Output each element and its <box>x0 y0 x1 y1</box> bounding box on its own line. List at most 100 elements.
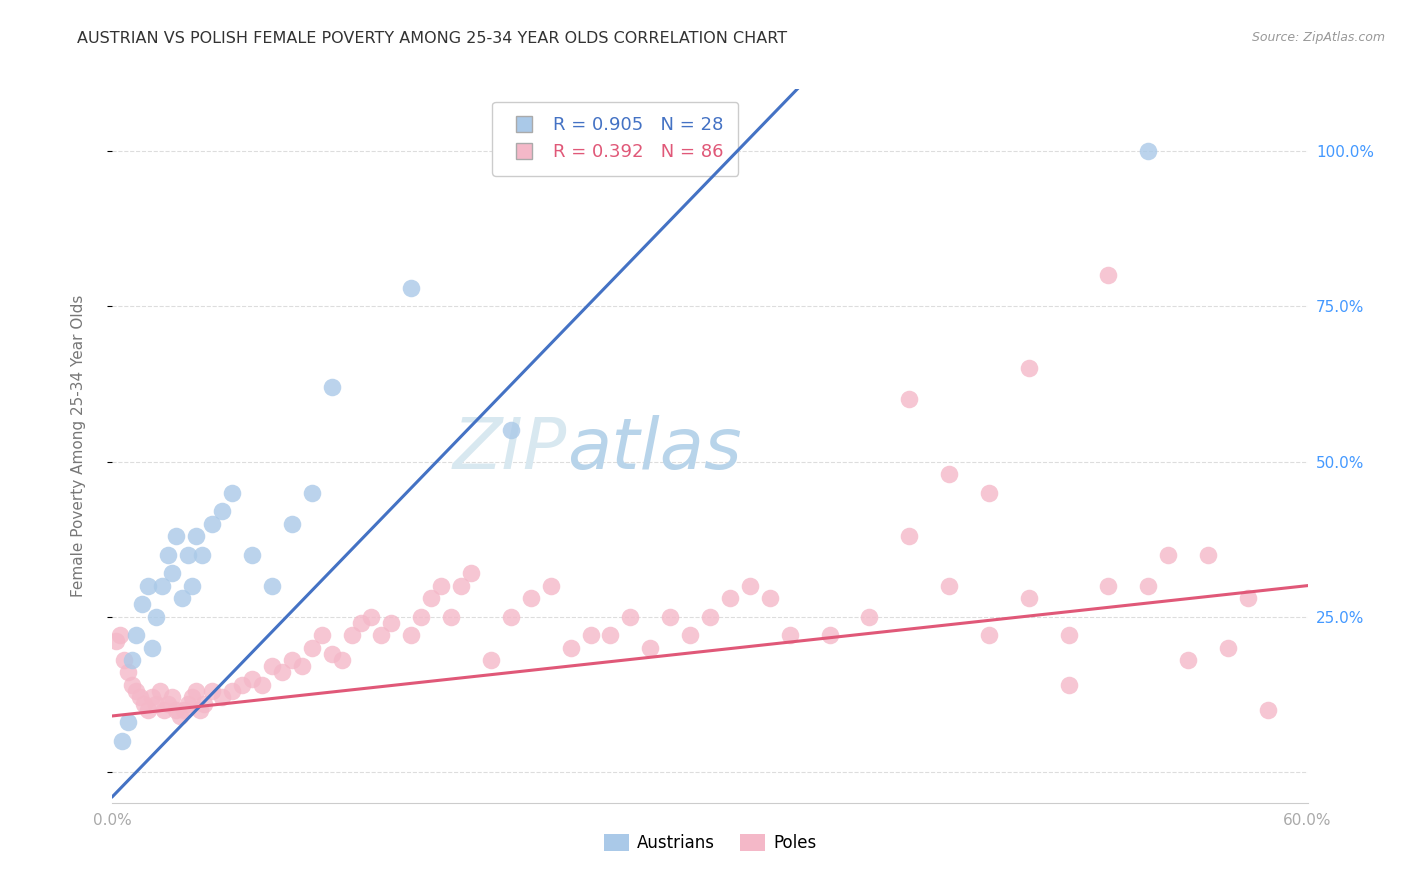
Point <box>401 628 423 642</box>
Point <box>599 628 621 642</box>
Point <box>270 665 292 680</box>
Point <box>1097 268 1119 283</box>
Point <box>659 609 682 624</box>
Point <box>340 628 363 642</box>
Point <box>138 703 160 717</box>
Text: atlas: atlas <box>567 415 741 484</box>
Point <box>131 597 153 611</box>
Point <box>157 548 180 562</box>
Point <box>420 591 443 605</box>
Point <box>186 684 208 698</box>
Point <box>177 697 200 711</box>
Legend: Austrians, Poles: Austrians, Poles <box>598 827 823 859</box>
Point <box>291 659 314 673</box>
Point <box>321 647 343 661</box>
Point <box>145 697 167 711</box>
Point <box>738 579 761 593</box>
Point <box>111 733 134 747</box>
Point <box>211 504 233 518</box>
Point <box>450 579 472 593</box>
Point <box>121 678 143 692</box>
Point <box>231 678 253 692</box>
Point <box>221 485 243 500</box>
Point <box>149 684 172 698</box>
Point <box>134 697 156 711</box>
Point <box>411 609 433 624</box>
Point <box>110 628 132 642</box>
Point <box>201 684 224 698</box>
Point <box>440 609 463 624</box>
Point <box>181 579 204 593</box>
Point <box>1237 591 1260 605</box>
Point <box>165 703 187 717</box>
Point <box>858 609 880 624</box>
Point <box>938 579 960 593</box>
Point <box>141 690 163 705</box>
Point <box>114 653 135 667</box>
Point <box>162 690 183 705</box>
Point <box>125 684 148 698</box>
Point <box>460 566 482 581</box>
Point <box>579 628 602 642</box>
Point <box>1057 678 1080 692</box>
Point <box>321 380 343 394</box>
Point <box>188 703 211 717</box>
Point <box>779 628 801 642</box>
Point <box>898 529 921 543</box>
Point <box>301 640 323 655</box>
Point <box>699 609 721 624</box>
Text: ZIP: ZIP <box>453 415 567 484</box>
Point <box>240 672 263 686</box>
Point <box>350 615 373 630</box>
Point <box>619 609 641 624</box>
Point <box>1216 640 1239 655</box>
Point <box>117 715 139 730</box>
Point <box>679 628 702 642</box>
Point <box>250 678 273 692</box>
Point <box>499 609 522 624</box>
Point <box>1018 591 1040 605</box>
Point <box>818 628 841 642</box>
Point <box>718 591 741 605</box>
Y-axis label: Female Poverty Among 25-34 Year Olds: Female Poverty Among 25-34 Year Olds <box>72 295 86 597</box>
Point <box>191 548 214 562</box>
Point <box>157 697 180 711</box>
Point <box>281 516 304 531</box>
Point <box>201 516 224 531</box>
Point <box>938 467 960 481</box>
Point <box>640 640 662 655</box>
Point <box>181 690 204 705</box>
Point <box>520 591 543 605</box>
Point <box>430 579 453 593</box>
Point <box>260 659 283 673</box>
Point <box>153 703 176 717</box>
Point <box>162 566 183 581</box>
Point <box>211 690 233 705</box>
Point <box>177 548 200 562</box>
Point <box>105 634 128 648</box>
Point <box>479 653 502 667</box>
Point <box>977 628 1000 642</box>
Point <box>540 579 562 593</box>
Point <box>121 653 143 667</box>
Point <box>759 591 782 605</box>
Point <box>173 703 195 717</box>
Point <box>172 591 194 605</box>
Point <box>145 609 167 624</box>
Point <box>117 665 139 680</box>
Point <box>1257 703 1279 717</box>
Point <box>560 640 582 655</box>
Point <box>1137 579 1160 593</box>
Point <box>311 628 333 642</box>
Point <box>221 684 243 698</box>
Point <box>165 529 187 543</box>
Point <box>401 281 423 295</box>
Point <box>150 579 173 593</box>
Point <box>1018 361 1040 376</box>
Point <box>240 548 263 562</box>
Point <box>1137 145 1160 159</box>
Point <box>301 485 323 500</box>
Point <box>380 615 402 630</box>
Point <box>370 628 392 642</box>
Point <box>129 690 152 705</box>
